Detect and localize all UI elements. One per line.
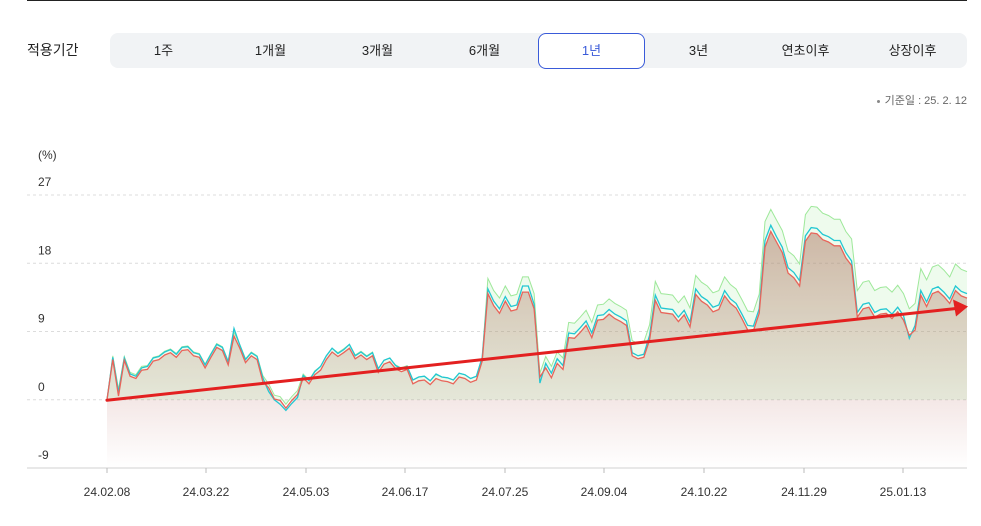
y-tick-label: 18 xyxy=(38,243,52,257)
trend-arrow-line xyxy=(105,306,958,402)
series-lines xyxy=(106,205,968,412)
y-tick-label: 9 xyxy=(38,312,45,326)
green-area xyxy=(107,206,967,405)
x-tick-label: 24.11.29 xyxy=(781,485,827,499)
y-axis-unit: (%) xyxy=(38,148,57,162)
x-tick-label: 24.10.22 xyxy=(681,485,728,499)
tab-3-months[interactable]: 3개월 xyxy=(361,43,394,58)
x-tick-label: 24.02.08 xyxy=(84,485,131,499)
x-tick-label: 25.01.13 xyxy=(880,485,927,499)
base-date: 기준일 : 25. 2. 12 xyxy=(876,92,967,108)
x-tick-label: 24.05.03 xyxy=(283,485,330,499)
trend-arrow-head xyxy=(953,299,968,317)
series-line-main xyxy=(106,229,968,410)
tab-ytd[interactable]: 연초이후 xyxy=(781,43,830,58)
y-tick-label: 27 xyxy=(38,175,52,189)
x-tick-label: 24.09.04 xyxy=(581,485,628,499)
x-tick-label: 24.03.22 xyxy=(183,485,230,499)
x-axis: 24.02.08 24.03.22 24.05.03 24.06.17 24.07.25… xyxy=(84,468,927,499)
tab-6-months[interactable]: 6개월 xyxy=(468,43,501,58)
period-label: 적용기간 xyxy=(27,42,79,58)
tab-1-year[interactable]: 1년 xyxy=(538,33,645,69)
x-tick-label: 24.06.17 xyxy=(382,485,429,499)
x-tick-label: 24.07.25 xyxy=(482,485,529,499)
y-tick-label: 0 xyxy=(38,380,45,394)
tab-since-listing[interactable]: 상장이후 xyxy=(888,43,937,58)
y-tick-label: -9 xyxy=(38,448,49,462)
tab-1-month[interactable]: 1개월 xyxy=(254,43,287,58)
tab-1-week[interactable]: 1주 xyxy=(153,43,174,58)
trend-arrow xyxy=(105,299,968,402)
base-date-text: 기준일 : 25. 2. 12 xyxy=(884,95,967,107)
period-tabs: 1주 1개월 3개월 6개월 1년 3년 연초이후 상장이후 xyxy=(110,33,967,69)
y-axis-labels: 27 18 9 0 -9 (%) xyxy=(38,148,57,462)
bullet-icon xyxy=(876,99,880,103)
tab-3-years[interactable]: 3년 xyxy=(688,43,709,58)
top-divider xyxy=(27,0,967,1)
